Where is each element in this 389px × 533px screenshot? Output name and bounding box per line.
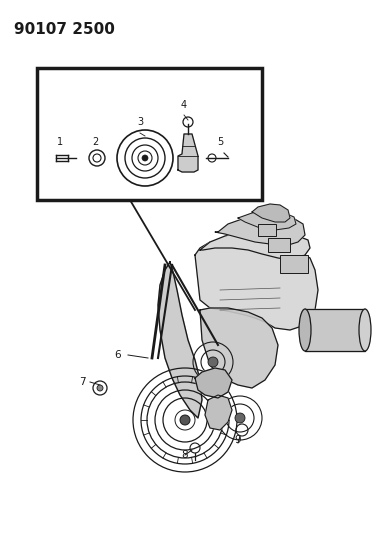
Polygon shape — [195, 368, 232, 398]
Circle shape — [97, 385, 103, 391]
Circle shape — [235, 413, 245, 423]
Ellipse shape — [299, 309, 311, 351]
Polygon shape — [178, 134, 198, 172]
Text: 7: 7 — [79, 377, 85, 387]
Polygon shape — [200, 230, 310, 260]
Text: 3: 3 — [137, 117, 143, 127]
Bar — [268, 238, 290, 252]
Bar — [280, 255, 308, 273]
Circle shape — [208, 357, 218, 367]
Polygon shape — [238, 211, 296, 230]
Text: 2: 2 — [92, 137, 98, 147]
Ellipse shape — [359, 309, 371, 351]
Text: 4: 4 — [181, 100, 187, 110]
Polygon shape — [200, 308, 278, 388]
Polygon shape — [305, 309, 365, 351]
Circle shape — [180, 415, 190, 425]
Text: 6: 6 — [115, 350, 121, 360]
Circle shape — [142, 155, 148, 161]
Text: 8: 8 — [182, 450, 188, 460]
Polygon shape — [158, 262, 202, 418]
Polygon shape — [252, 204, 290, 222]
Text: 9: 9 — [235, 435, 241, 445]
Polygon shape — [205, 395, 232, 430]
Polygon shape — [195, 240, 318, 330]
Bar — [37, 68, 262, 200]
Text: 1: 1 — [57, 137, 63, 147]
Polygon shape — [215, 215, 305, 246]
Text: 90107 2500: 90107 2500 — [14, 22, 115, 37]
Bar — [258, 224, 276, 236]
Text: 5: 5 — [217, 137, 223, 147]
